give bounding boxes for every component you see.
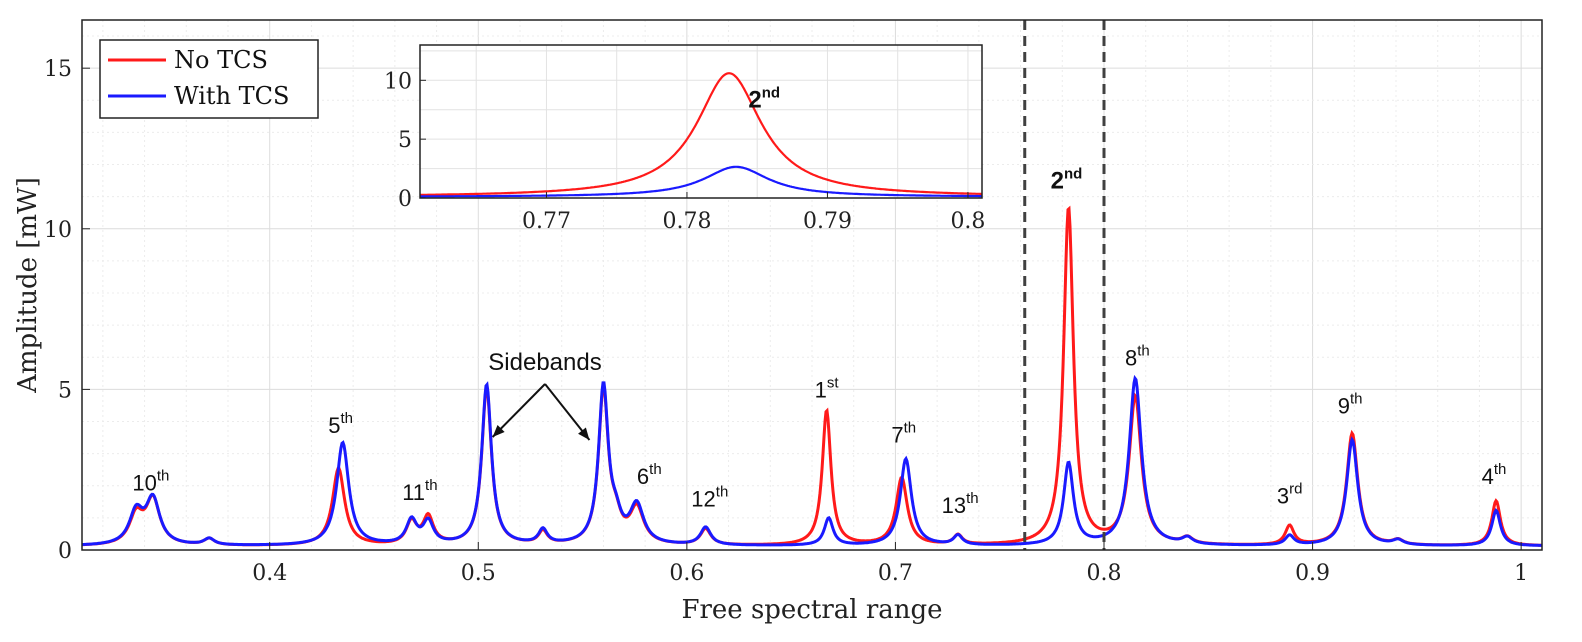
peak-label-sup: th (157, 468, 170, 485)
peak-label-base: 9 (1338, 394, 1350, 419)
inset-line-no-tcs (419, 72, 982, 196)
sidebands-arrow-head (492, 424, 505, 437)
peak-label: 1st (815, 374, 840, 402)
legend-box (99, 39, 319, 119)
sidebands-arrow-line (491, 383, 546, 438)
peak-label-sup: th (649, 461, 662, 478)
legend-label: No TCS (174, 46, 268, 74)
inset-frame (419, 44, 983, 199)
inset-y-tick-label: 10 (384, 69, 412, 94)
x-tick-label: 0.6 (669, 561, 704, 586)
peak-label: 6th (637, 461, 662, 489)
series-group (81, 205, 1543, 547)
inset-x-tick-label: 0.79 (803, 209, 852, 234)
peak-label-base: 8 (1125, 345, 1137, 370)
peak-label: 2nd (1051, 166, 1083, 195)
peak-label-sup: th (904, 419, 917, 436)
peak-label-sup: th (1494, 461, 1507, 478)
inset-x-tick-label: 0.8 (950, 209, 985, 234)
peak-label-base: 7 (891, 422, 903, 447)
peak-label-sup: st (827, 374, 840, 391)
peak-label-sup: th (1350, 391, 1363, 408)
peak-label-base: 1 (815, 377, 827, 402)
inset-background (420, 45, 982, 198)
x-tick-label: 0.4 (252, 561, 287, 586)
peak-label-base: 13 (942, 493, 966, 518)
inset-peak-label: 2nd (748, 84, 780, 113)
series-line-with-tcs (81, 374, 1542, 547)
peak-label: 3rd (1277, 480, 1303, 508)
peak-label: 9th (1338, 391, 1363, 419)
peak-label-sup: th (340, 410, 353, 427)
peak-label-sup: th (716, 484, 729, 501)
inset-x-tick-label: 0.78 (662, 209, 711, 234)
legend: No TCS With TCS (99, 39, 319, 119)
inset-y-tick-label: 5 (398, 128, 412, 153)
grid (82, 20, 1542, 550)
peak-label-base: 5 (328, 413, 340, 438)
peak-label-sup: th (1137, 342, 1150, 359)
plot-frame (81, 19, 1543, 551)
inset-y-tick-label: 0 (398, 187, 412, 212)
peak-label-sup: nd (1064, 166, 1082, 183)
dashed-lines (1023, 20, 1106, 550)
y-axis-label: Amplitude [mW] (13, 177, 43, 394)
x-tick-label: 0.9 (1295, 561, 1330, 586)
peak-label: 11th (402, 477, 437, 505)
y-tick-label: 0 (58, 539, 72, 564)
inset-line-with-tcs (420, 165, 982, 198)
inset-chart: 0.77 0.78 0.79 0.8 0 5 10 2nd (384, 44, 985, 234)
peak-label-sup: rd (1289, 480, 1302, 497)
sidebands-annotation: Sidebands (488, 349, 602, 441)
peak-label: 8th (1125, 342, 1150, 370)
peak-label: 4th (1482, 461, 1507, 489)
x-tick-label: 1 (1514, 561, 1528, 586)
legend-label: With TCS (174, 82, 289, 110)
peak-label-base: 11 (402, 480, 425, 505)
peak-label: 12th (691, 484, 728, 512)
sidebands-arrow-head (578, 427, 590, 440)
x-tick-label: 0.5 (461, 561, 496, 586)
x-tick-label: 0.8 (1087, 561, 1122, 586)
y-tick-label: 5 (58, 378, 72, 403)
y-tick-label: 10 (44, 218, 72, 243)
peak-label-base: 2 (1051, 168, 1064, 195)
inset-peak-label-base: 2 (748, 86, 761, 113)
y-tick-label: 15 (44, 57, 72, 82)
peak-label-sup: th (966, 490, 979, 507)
inset-peak-label-sup: nd (762, 84, 780, 101)
peak-label-base: 12 (691, 487, 715, 512)
peak-label: 13th (942, 490, 979, 518)
peak-label-base: 3 (1277, 483, 1289, 508)
peak-label-base: 10 (132, 471, 156, 496)
peak-label-sup: th (425, 477, 438, 494)
peak-label-base: 6 (637, 464, 649, 489)
peak-label: 5th (328, 410, 353, 438)
x-tick-label: 0.7 (878, 561, 913, 586)
x-axis-label: Free spectral range (681, 595, 942, 625)
peak-label: 10th (132, 468, 169, 496)
peak-label-base: 4 (1482, 464, 1494, 489)
inset-x-tick-label: 0.77 (522, 209, 571, 234)
sidebands-label: Sidebands (488, 349, 601, 376)
peak-label: 7th (891, 419, 916, 447)
